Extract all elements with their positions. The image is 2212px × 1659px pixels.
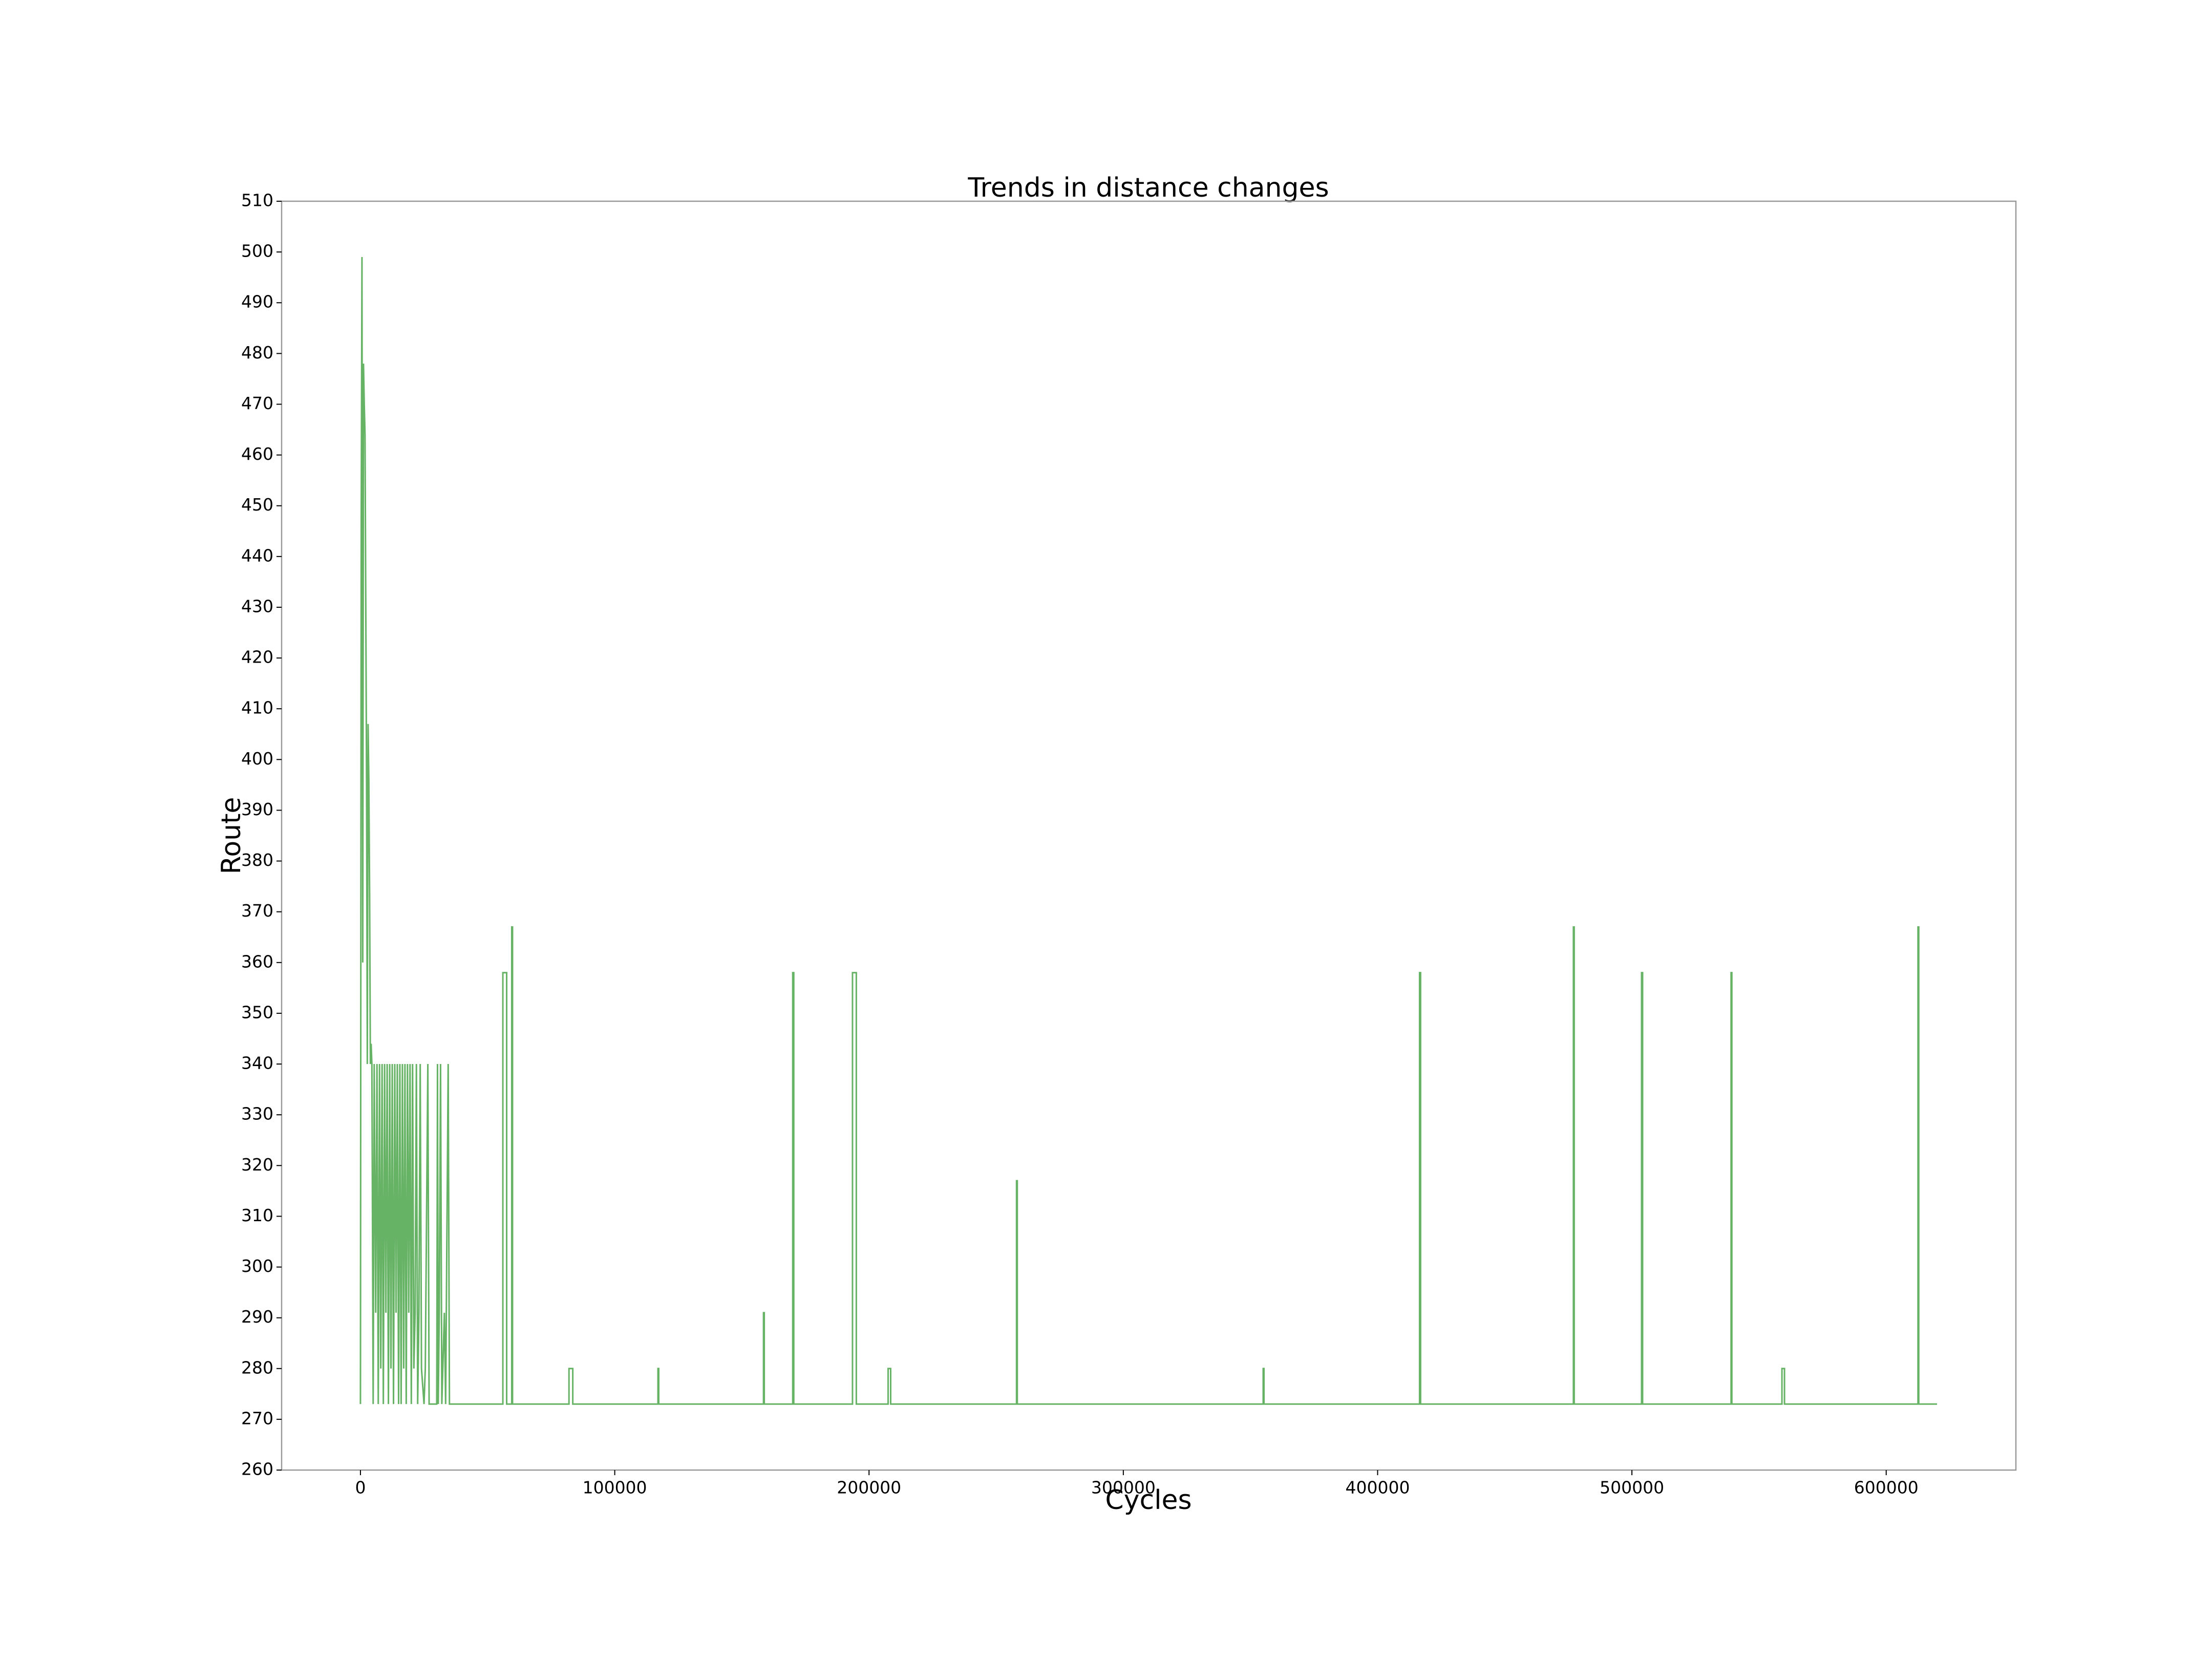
y-tick-label: 310 xyxy=(241,1205,273,1225)
y-tick-label: 430 xyxy=(241,596,273,616)
y-tick-label: 420 xyxy=(241,647,273,667)
y-tick-label: 280 xyxy=(241,1357,273,1377)
x-tick-label: 0 xyxy=(355,1478,366,1498)
y-tick-label: 390 xyxy=(241,799,273,819)
y-tick-label: 410 xyxy=(241,698,273,718)
y-axis-label: Route xyxy=(216,797,247,875)
y-tick-label: 470 xyxy=(241,393,273,413)
y-tick-label: 320 xyxy=(241,1155,273,1175)
y-tick-label: 380 xyxy=(241,850,273,870)
y-tick-label: 300 xyxy=(241,1256,273,1276)
x-tick-label: 500000 xyxy=(1600,1478,1664,1498)
y-tick-label: 260 xyxy=(241,1459,273,1479)
y-tick-label: 400 xyxy=(241,749,273,769)
y-tick-label: 490 xyxy=(241,292,273,312)
x-tick-label: 200000 xyxy=(837,1478,901,1498)
x-tick-label: 600000 xyxy=(1854,1478,1919,1498)
y-tick-label: 370 xyxy=(241,901,273,921)
y-tick-label: 450 xyxy=(241,495,273,515)
y-tick-label: 270 xyxy=(241,1408,273,1428)
x-tick-label: 100000 xyxy=(583,1478,647,1498)
x-tick-label: 400000 xyxy=(1345,1478,1410,1498)
y-tick-label: 330 xyxy=(241,1104,273,1124)
y-tick-label: 500 xyxy=(241,241,273,261)
y-tick-label: 460 xyxy=(241,444,273,464)
y-tick-label: 290 xyxy=(241,1307,273,1327)
y-tick-label: 340 xyxy=(241,1053,273,1073)
x-axis-label: Cycles xyxy=(1105,1485,1192,1516)
y-tick-label: 440 xyxy=(241,545,273,565)
chart-title: Trends in distance changes xyxy=(967,173,1329,203)
data-line xyxy=(359,257,1938,1405)
y-tick-label: 480 xyxy=(241,343,273,363)
y-tick-label: 360 xyxy=(241,951,273,971)
y-tick-label: 510 xyxy=(241,190,273,210)
plot-frame xyxy=(281,200,2017,1471)
x-tick-label: 300000 xyxy=(1091,1478,1156,1498)
y-tick-label: 350 xyxy=(241,1002,273,1022)
